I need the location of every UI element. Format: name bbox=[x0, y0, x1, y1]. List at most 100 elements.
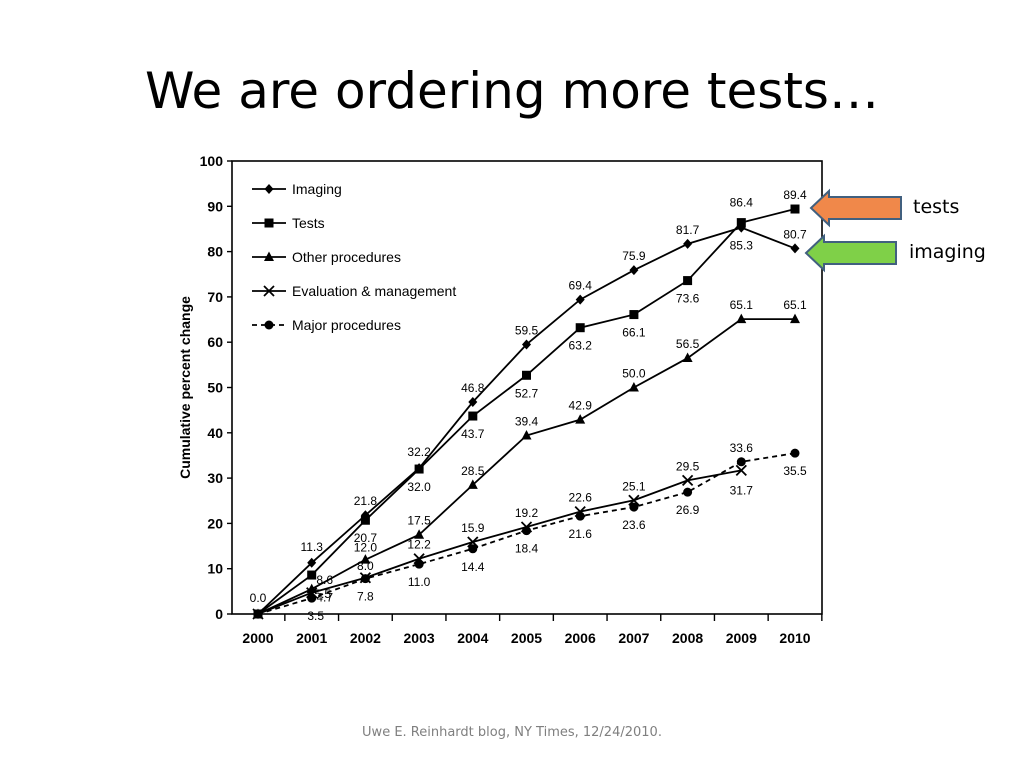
x-tick-label: 2009 bbox=[726, 630, 757, 646]
series-tests: 8.620.732.043.752.763.266.173.686.489.4 bbox=[253, 188, 807, 619]
data-point-marker bbox=[736, 218, 746, 228]
series-evaluation-management: 4.7 8.0 12.2 15.9 19.2 22.6 25.1 29.5 31.7 bbox=[252, 459, 753, 620]
chart-marks: 0.0 11.3 21.8 32.2 46.8 59.5 69.4 75.9 81.7 85.3 8… bbox=[250, 188, 807, 623]
marker-stroke bbox=[467, 536, 479, 548]
data-point-marker bbox=[522, 526, 531, 536]
y-tick-label: 10 bbox=[207, 561, 223, 577]
data-point-marker bbox=[468, 396, 478, 407]
y-axis-label: Cumulative percent change bbox=[177, 296, 193, 479]
marker-stroke bbox=[263, 285, 275, 297]
source-citation: Uwe E. Reinhardt blog, NY Times, 12/24/2… bbox=[362, 725, 662, 740]
x-tick-label: 2003 bbox=[404, 630, 435, 646]
marker-stroke bbox=[628, 494, 640, 506]
y-tick-label: 60 bbox=[207, 334, 223, 350]
legend-label: Imaging bbox=[292, 181, 342, 197]
legend-label: Other procedures bbox=[292, 249, 401, 265]
data-point-marker bbox=[467, 479, 478, 489]
data-label: 21.8 bbox=[354, 494, 378, 508]
data-label: 4.7 bbox=[316, 591, 333, 605]
series-line bbox=[257, 469, 742, 615]
data-point-marker bbox=[575, 323, 585, 333]
data-point-marker bbox=[736, 457, 746, 467]
line-chart: 0 10 20 30 40 50 60 70 80 90 100 2000 2001 2002 2003 20… bbox=[177, 153, 902, 646]
data-point-marker bbox=[467, 536, 479, 548]
data-point-marker bbox=[681, 474, 694, 487]
data-label: 20.7 bbox=[354, 531, 378, 545]
data-label: 35.5 bbox=[783, 464, 807, 478]
data-point-marker bbox=[682, 352, 693, 363]
y-tick-label: 80 bbox=[207, 244, 223, 260]
data-point-marker bbox=[307, 593, 317, 603]
data-label: 65.1 bbox=[730, 298, 754, 312]
x-tick-label: 2004 bbox=[457, 630, 488, 646]
data-point-marker bbox=[522, 339, 531, 350]
data-label: 66.1 bbox=[622, 326, 646, 340]
y-tick-label: 90 bbox=[207, 198, 223, 214]
data-label: 19.2 bbox=[515, 506, 539, 520]
data-label: 69.4 bbox=[569, 279, 593, 293]
data-point-marker bbox=[468, 411, 478, 421]
data-point-marker bbox=[307, 557, 317, 568]
slide-title: We are ordering more tests… bbox=[145, 62, 879, 120]
y-tick-label: 0 bbox=[215, 606, 223, 622]
y-tick-label: 100 bbox=[200, 153, 224, 169]
legend-label: Major procedures bbox=[292, 317, 401, 333]
data-label: 22.6 bbox=[569, 491, 593, 505]
data-point-marker bbox=[264, 320, 274, 330]
data-label: 11.0 bbox=[408, 575, 431, 589]
data-label: 81.7 bbox=[676, 223, 700, 237]
y-tick-label: 70 bbox=[207, 289, 223, 305]
data-point-marker bbox=[629, 502, 639, 512]
data-label: 56.5 bbox=[676, 337, 700, 351]
data-label: 75.9 bbox=[622, 249, 646, 263]
x-tick-label: 2010 bbox=[779, 630, 810, 646]
data-point-marker bbox=[629, 265, 639, 276]
data-point-marker bbox=[253, 609, 263, 619]
data-label: 18.4 bbox=[515, 542, 539, 556]
data-label: 14.4 bbox=[461, 560, 485, 574]
y-tick-label: 20 bbox=[207, 515, 223, 531]
x-tick-label: 2006 bbox=[565, 630, 596, 646]
data-label: 42.9 bbox=[569, 399, 593, 413]
data-label: 3.5 bbox=[307, 609, 324, 623]
data-label: 7.8 bbox=[357, 590, 374, 604]
data-label: 28.5 bbox=[461, 464, 485, 478]
legend-entry: Evaluation & management bbox=[252, 283, 456, 299]
callout-label-imaging: imaging bbox=[909, 241, 986, 263]
y-tick-label: 30 bbox=[207, 470, 223, 486]
x-tick-label: 2007 bbox=[618, 630, 649, 646]
data-label: 52.7 bbox=[515, 386, 539, 400]
data-label: 63.2 bbox=[569, 339, 593, 353]
chart-axes: 0 10 20 30 40 50 60 70 80 90 100 2000 2001 2002 2003 20… bbox=[177, 153, 823, 646]
data-point-marker bbox=[629, 310, 639, 320]
legend-label: Tests bbox=[292, 215, 325, 231]
data-point-marker bbox=[575, 294, 585, 305]
arrow-imaging bbox=[804, 233, 897, 273]
data-label: 80.7 bbox=[783, 227, 807, 241]
data-point-marker bbox=[575, 511, 585, 521]
data-point-marker bbox=[264, 251, 274, 261]
legend-label: Evaluation & management bbox=[292, 283, 456, 299]
data-point-marker bbox=[264, 218, 274, 228]
data-label: 39.4 bbox=[515, 415, 539, 429]
data-label: 0.0 bbox=[250, 591, 267, 605]
legend-entry: Imaging bbox=[252, 181, 342, 197]
data-point-marker bbox=[414, 559, 424, 569]
data-point-marker bbox=[683, 487, 693, 497]
data-point-marker bbox=[468, 544, 478, 554]
data-label: 46.8 bbox=[461, 381, 485, 395]
y-tick-label: 50 bbox=[207, 380, 223, 396]
data-point-marker bbox=[360, 574, 370, 584]
callout-arrows bbox=[804, 188, 902, 273]
data-label: 65.1 bbox=[783, 298, 807, 312]
data-label: 21.6 bbox=[569, 527, 593, 541]
marker-stroke bbox=[681, 474, 694, 487]
data-point-marker bbox=[736, 313, 747, 324]
data-point-marker bbox=[414, 529, 425, 539]
data-point-marker bbox=[307, 570, 317, 580]
data-label: 26.9 bbox=[676, 503, 700, 517]
data-point-marker bbox=[521, 430, 532, 440]
x-tick-label: 2000 bbox=[242, 630, 273, 646]
data-point-marker bbox=[263, 285, 275, 297]
data-label: 23.6 bbox=[622, 518, 646, 532]
